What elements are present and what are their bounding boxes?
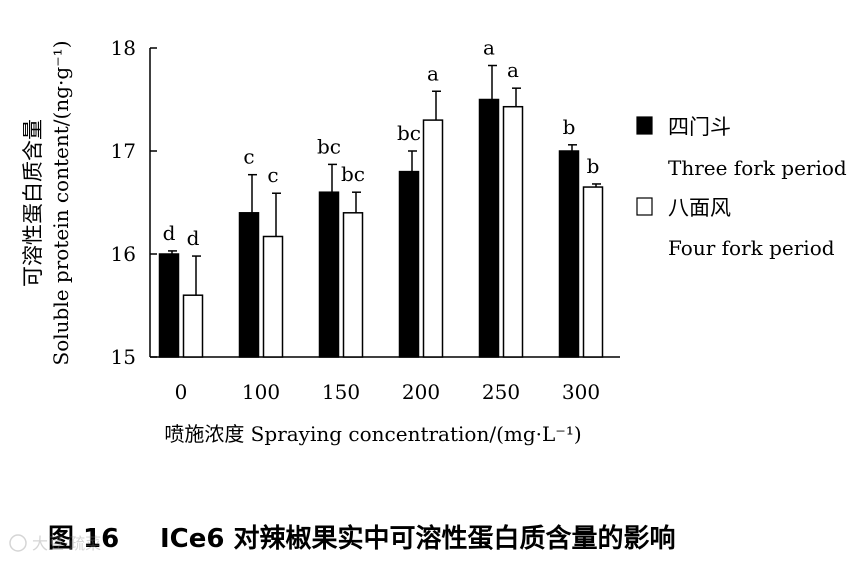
significance-letter: d [187, 226, 200, 250]
watermark: 大豆·疏菜 [9, 534, 101, 553]
x-tick-label: 200 [402, 380, 440, 404]
y-axis-title-cn: 可溶性蛋白质含量 [21, 119, 45, 287]
legend-label-series-2-en: Four fork period [668, 236, 835, 260]
bar-series-2 [422, 119, 444, 358]
x-tick-label: 250 [482, 380, 520, 404]
bar-series-2 [182, 294, 204, 358]
watermark-icon [9, 534, 27, 552]
bar-series-1 [478, 98, 500, 358]
x-tick-label: 0 [175, 380, 188, 404]
significance-letter: a [483, 36, 495, 60]
significance-letter: bc [341, 162, 365, 186]
bar-series-1 [398, 170, 420, 358]
y-tick-label: 16 [111, 242, 136, 266]
y-axis-title-en: Soluble protein content/(ng·g⁻¹) [49, 41, 73, 366]
x-tick-label: 300 [562, 380, 600, 404]
significance-letter: bc [397, 121, 421, 145]
legend: 四门斗 Three fork period 八面风 Four fork peri… [636, 115, 847, 260]
bar-series-1 [158, 253, 180, 358]
x-tick-label: 100 [242, 380, 280, 404]
figure-label: 图 16 [48, 524, 119, 554]
bar-series-2 [342, 212, 364, 358]
legend-swatch-series-1 [636, 116, 653, 135]
significance-letter: b [587, 154, 600, 178]
bar-series-1 [318, 191, 340, 358]
significance-letter: a [427, 61, 439, 85]
legend-label-series-1-cn: 四门斗 [668, 115, 731, 139]
significance-letter: c [267, 163, 278, 187]
bar-series-1 [238, 212, 260, 358]
x-tick-label: 150 [322, 380, 360, 404]
significance-letter: c [243, 145, 254, 169]
legend-label-series-1-en: Three fork period [668, 156, 847, 180]
figure-title: ICe6 对辣椒果实中可溶性蛋白质含量的影响 [160, 523, 676, 554]
significance-letter: b [563, 115, 576, 139]
x-axis-title: 喷施浓度 Spraying concentration/(mg·L⁻¹) [164, 422, 581, 446]
significance-letter: d [163, 221, 176, 245]
y-tick-label: 15 [111, 345, 136, 369]
significance-letter: a [507, 58, 519, 82]
significance-letter: bc [317, 134, 341, 158]
legend-swatch-series-2 [636, 197, 653, 216]
y-tick-label: 17 [111, 139, 136, 163]
y-tick-label: 18 [111, 36, 136, 60]
legend-label-series-2-cn: 八面风 [668, 196, 731, 220]
bar-series-1 [558, 150, 580, 358]
bar-series-2 [502, 105, 524, 358]
bar-series-2 [262, 235, 284, 358]
bar-series-2 [582, 186, 604, 358]
watermark-text: 大豆·疏菜 [32, 534, 101, 553]
